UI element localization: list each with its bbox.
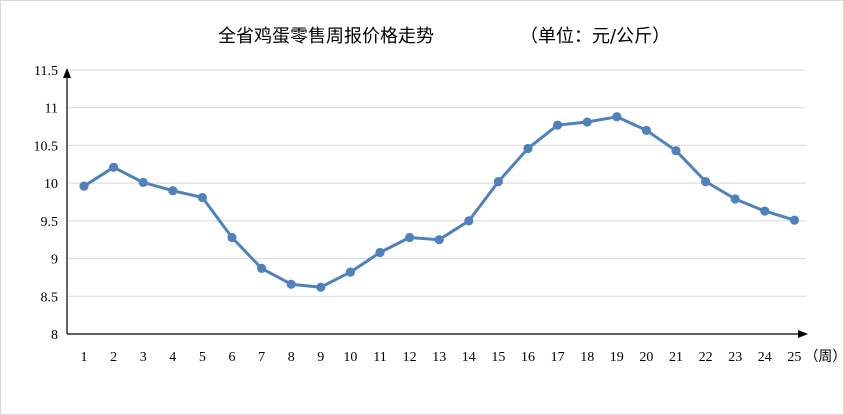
x-tick-label: 12 xyxy=(403,350,417,365)
data-point xyxy=(168,186,178,196)
x-axis-unit: （周） xyxy=(804,349,844,365)
data-point xyxy=(286,279,296,289)
x-tick-label: 21 xyxy=(669,350,683,365)
x-tick-label: 5 xyxy=(199,350,206,365)
data-point xyxy=(582,117,592,127)
y-tick-label: 11.5 xyxy=(34,64,58,79)
x-tick-label: 3 xyxy=(140,350,147,365)
x-tick-label: 6 xyxy=(229,350,236,365)
data-point xyxy=(730,194,740,204)
series-line xyxy=(83,115,795,289)
chart-title: 全省鸡蛋零售周报价格走势 xyxy=(218,26,434,47)
data-point xyxy=(79,181,89,191)
data-point xyxy=(375,247,385,258)
data-point xyxy=(405,232,415,243)
data-point xyxy=(197,192,207,203)
chart-unit-note: （单位：元/公斤） xyxy=(520,26,670,47)
data-point xyxy=(434,235,444,245)
x-tick-label: 11 xyxy=(373,350,386,365)
x-tick-label: 15 xyxy=(491,350,505,365)
data-point xyxy=(345,267,355,277)
x-tick-label: 9 xyxy=(317,350,324,365)
x-tick-label: 22 xyxy=(699,350,713,365)
data-point xyxy=(671,146,681,156)
x-tick-label: 2 xyxy=(110,350,117,365)
data-point xyxy=(523,143,533,154)
x-tick-label: 19 xyxy=(610,350,624,365)
x-tick-label: 24 xyxy=(758,350,772,365)
x-tick-label: 25 xyxy=(787,350,801,365)
data-point xyxy=(316,282,326,292)
x-tick-label: 20 xyxy=(639,350,653,365)
x-tick-label: 17 xyxy=(551,350,565,365)
x-tick-label: 16 xyxy=(521,350,535,365)
y-tick-label: 8 xyxy=(51,328,58,343)
y-tick-label: 9 xyxy=(51,253,58,268)
data-point xyxy=(789,215,800,225)
data-point xyxy=(257,263,267,273)
y-tick-label: 9.5 xyxy=(41,215,59,230)
data-point xyxy=(553,120,563,130)
y-tick-label: 10.5 xyxy=(34,139,59,154)
x-tick-label: 8 xyxy=(288,350,295,365)
x-tick-label: 23 xyxy=(728,350,742,365)
x-tick-label: 13 xyxy=(432,350,446,365)
data-point xyxy=(612,112,622,122)
y-axis-arrow xyxy=(63,68,71,78)
x-tick-label: 7 xyxy=(258,350,265,365)
data-point xyxy=(227,232,237,243)
y-tick-label: 10 xyxy=(44,177,58,192)
x-tick-label: 4 xyxy=(169,350,176,365)
x-axis-arrow xyxy=(798,330,808,338)
data-point xyxy=(138,177,148,187)
data-point xyxy=(464,216,474,226)
x-tick-label: 1 xyxy=(81,350,88,365)
x-tick-label: 18 xyxy=(580,350,594,365)
x-tick-label: 14 xyxy=(462,350,476,365)
data-point xyxy=(109,162,119,172)
data-point xyxy=(493,177,503,187)
data-point xyxy=(641,125,652,135)
data-point xyxy=(701,177,711,187)
data-point xyxy=(760,206,770,216)
y-tick-label: 8.5 xyxy=(41,290,59,305)
y-tick-label: 11 xyxy=(45,102,58,117)
x-tick-label: 10 xyxy=(343,350,357,365)
